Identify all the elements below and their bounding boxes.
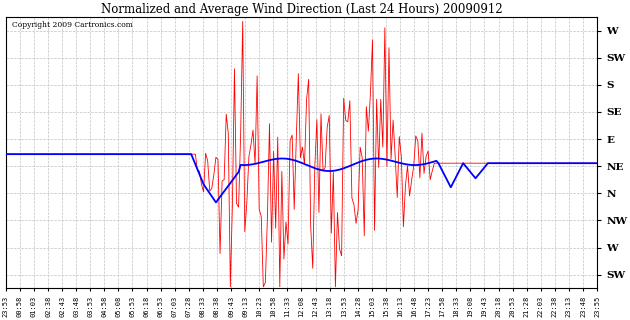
Text: Copyright 2009 Cartronics.com: Copyright 2009 Cartronics.com	[12, 21, 132, 29]
Title: Normalized and Average Wind Direction (Last 24 Hours) 20090912: Normalized and Average Wind Direction (L…	[101, 3, 502, 16]
